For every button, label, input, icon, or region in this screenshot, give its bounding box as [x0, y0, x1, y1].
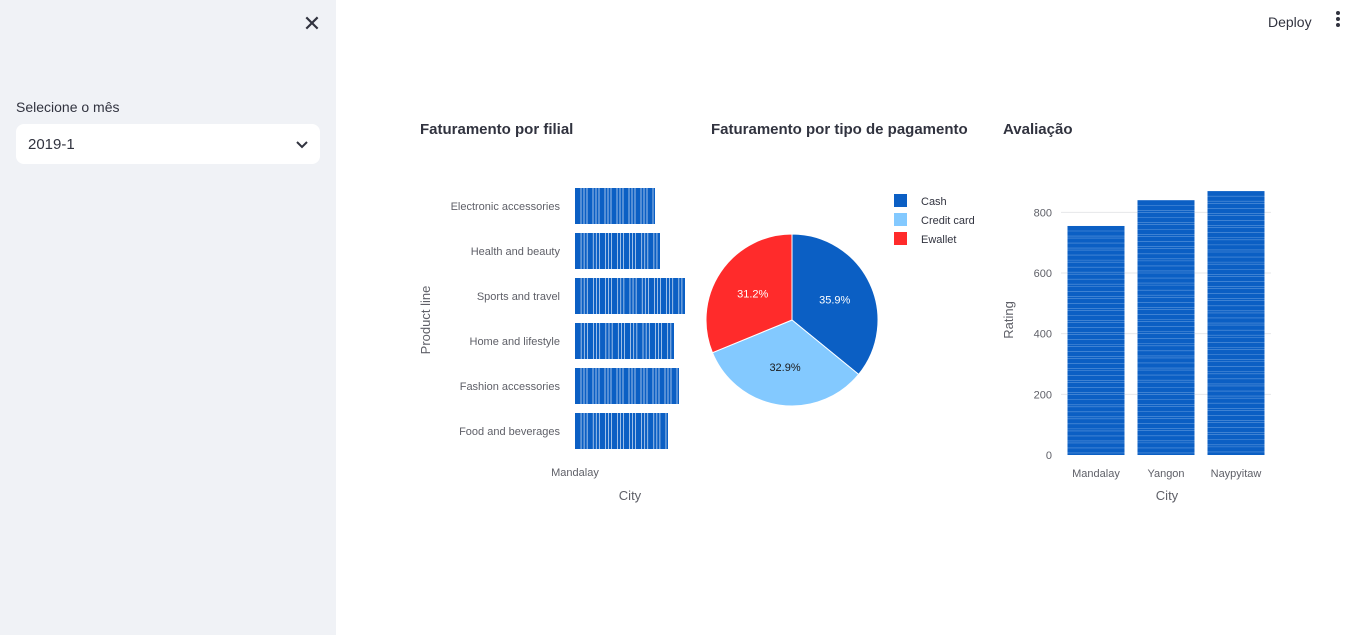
y-tick-label: 400: [1034, 329, 1052, 341]
month-select-value: 2019-1: [28, 135, 75, 153]
month-select[interactable]: 2019-1: [16, 124, 320, 164]
chart-faturamento-filial: Electronic accessories Health and beauty S…: [418, 188, 685, 503]
chart-pagamento: 35.9% 32.9% 31.2% Cash Credit card Ewallet: [705, 194, 975, 407]
y-tick-label: 800: [1034, 207, 1052, 219]
deploy-button[interactable]: Deploy: [1268, 14, 1312, 30]
chart-avaliacao: 0 200 400 600 800 Mandalay Yangon Naypyitaw City…: [1001, 191, 1271, 503]
legend-label: Credit card: [921, 215, 975, 227]
month-select-label: Selecione o mês: [16, 99, 120, 115]
chevron-down-icon: [296, 136, 308, 152]
pie-value-label: 31.2%: [737, 289, 768, 301]
bar-4: [575, 368, 679, 404]
more-vertical-icon[interactable]: [1330, 10, 1346, 34]
category-label: Home and lifestyle: [470, 336, 561, 348]
category-label: Fashion accessories: [460, 381, 561, 393]
chart-title-pagamento: Faturamento por tipo de pagamento: [711, 121, 968, 138]
pie-value-label: 32.9%: [769, 362, 800, 374]
chart-title-faturamento-filial: Faturamento por filial: [420, 121, 574, 138]
y-tick-label: 200: [1034, 389, 1052, 401]
pie-value-label: 35.9%: [819, 295, 850, 307]
x-tick-label: Naypyitaw: [1211, 468, 1262, 480]
x-axis-title: City: [1156, 488, 1179, 503]
bar-2: [575, 278, 685, 314]
bar-1: [575, 233, 660, 269]
y-tick-label: 0: [1046, 450, 1052, 462]
bar-0: [1067, 225, 1125, 455]
pie-slice-0: [791, 233, 879, 376]
legend-swatch: [894, 232, 907, 245]
legend-label: Cash: [921, 196, 947, 208]
x-tick-label: Yangon: [1147, 468, 1184, 480]
y-tick-label: 600: [1034, 268, 1052, 280]
bar-5: [575, 413, 668, 449]
x-axis-title: City: [619, 488, 642, 503]
bar-1: [1137, 200, 1195, 455]
sidebar: ✕ Selecione o mês 2019-1: [0, 0, 336, 635]
category-label: Food and beverages: [459, 426, 560, 438]
legend-label: Ewallet: [921, 234, 956, 246]
bar-0: [575, 188, 655, 224]
category-label: Sports and travel: [477, 291, 560, 303]
y-axis-title: Product line: [418, 286, 433, 355]
category-label: Electronic accessories: [451, 201, 561, 213]
bar-3: [575, 323, 674, 359]
x-tick-label: Mandalay: [1072, 468, 1120, 480]
bar-2: [1207, 191, 1265, 455]
x-tick-label: Mandalay: [551, 467, 599, 479]
category-label: Health and beauty: [471, 246, 561, 258]
y-axis-title: Rating: [1001, 301, 1016, 339]
legend-swatch: [894, 194, 907, 207]
legend-swatch: [894, 213, 907, 226]
pie-slice-2: [705, 233, 793, 354]
pie-slice-1: [711, 319, 860, 407]
chart-title-avaliacao: Avaliação: [1003, 121, 1073, 138]
close-icon[interactable]: ✕: [302, 11, 322, 36]
